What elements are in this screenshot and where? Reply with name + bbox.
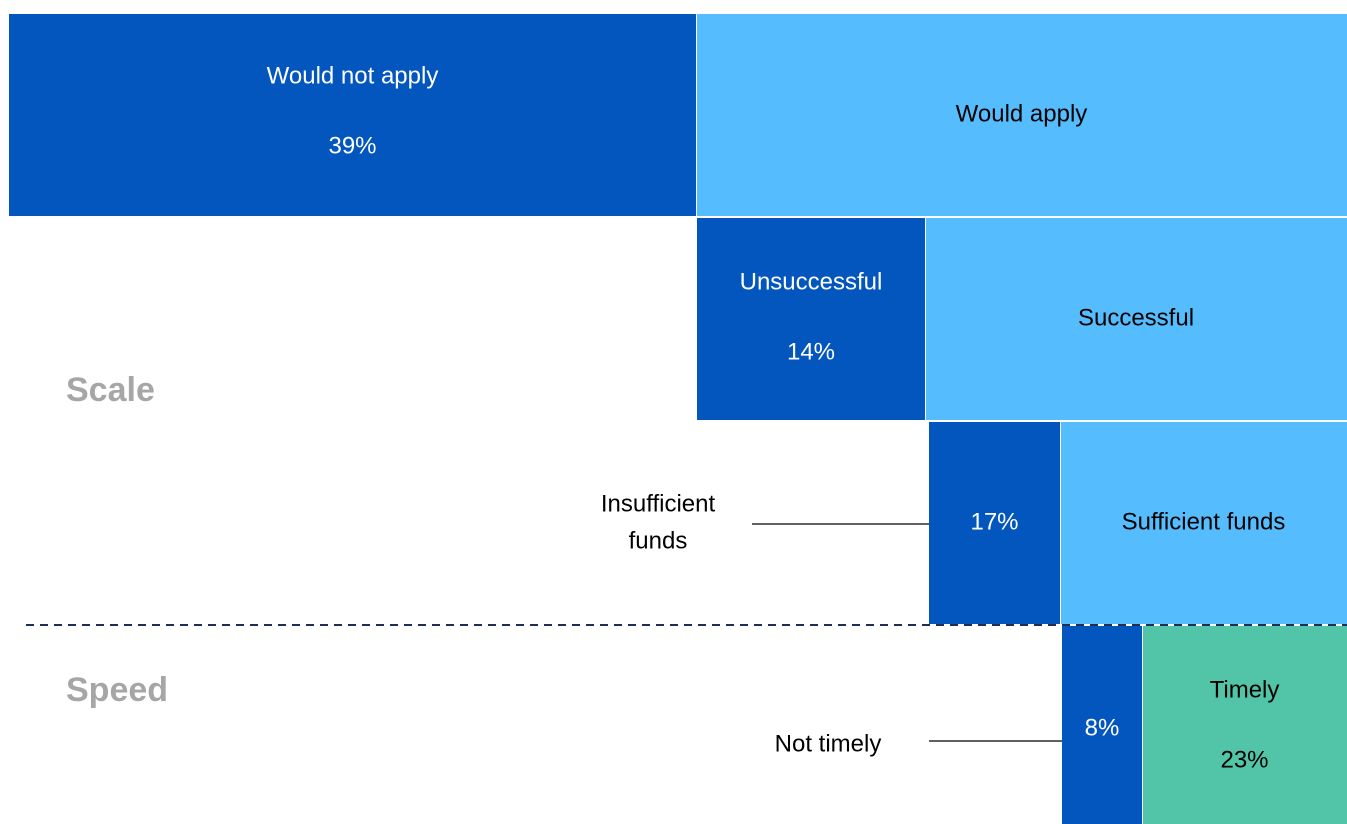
segment-value: 23%: [1220, 746, 1268, 773]
segment-label: Successful: [1078, 304, 1194, 331]
segment-dark: [9, 14, 696, 216]
segment-value: 39%: [328, 132, 376, 159]
segment-label: Unsuccessful: [740, 268, 883, 295]
callout-label: Insufficient: [601, 490, 716, 517]
callout-label: funds: [629, 527, 688, 554]
segment-green: [1143, 626, 1347, 824]
segment-light: [697, 14, 1347, 216]
segment-label: Timely: [1210, 676, 1280, 703]
segment-label: Would apply: [956, 100, 1088, 127]
segment-dark: [1062, 626, 1142, 824]
segment-label: Would not apply: [267, 62, 439, 89]
segment-light: [926, 218, 1347, 420]
segment-label: Sufficient funds: [1122, 508, 1286, 535]
segment-value: 17%: [970, 508, 1018, 535]
section-label-speed: Speed: [66, 671, 168, 709]
segment-light: [1061, 422, 1347, 624]
callout-label: Not timely: [775, 730, 882, 757]
segment-value: 8%: [1085, 714, 1120, 741]
section-label-scale: Scale: [66, 371, 155, 409]
segment-dark: [929, 422, 1060, 624]
segment-dark: [697, 218, 925, 420]
segment-value: 14%: [787, 338, 835, 365]
